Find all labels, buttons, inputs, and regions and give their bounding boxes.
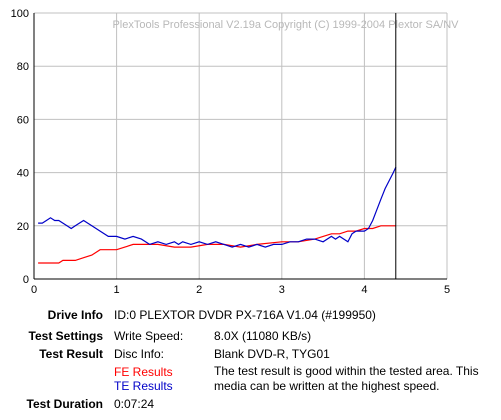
te-results-line xyxy=(38,167,397,248)
y-tick-label: 100 xyxy=(11,8,29,20)
y-tick-label: 40 xyxy=(17,168,29,180)
x-tick-label: 5 xyxy=(444,284,450,296)
result-text: The test result is good within the teste… xyxy=(214,364,479,393)
chart: 0 20 40 60 80 100 0 1 2 3 4 5 PlexTools Professional… xyxy=(11,8,460,296)
te-results-legend: TE Results xyxy=(114,379,173,393)
y-tick-label: 20 xyxy=(17,221,29,233)
disc-info-label: Disc Info: xyxy=(114,347,165,361)
y-tick-label: 80 xyxy=(17,61,29,73)
chart-title: PlexTools Professional V2.19a Copyright … xyxy=(112,19,459,31)
write-speed-value: 8.0X (11080 KB/s) xyxy=(214,329,312,343)
test-result-label: Test Result xyxy=(39,347,103,361)
x-tick-label: 2 xyxy=(196,284,202,296)
x-tick-label: 0 xyxy=(31,284,37,296)
test-duration-value: 0:07:24 xyxy=(114,397,155,411)
y-tick-label: 0 xyxy=(23,274,29,286)
fe-results-legend: FE Results xyxy=(114,365,173,379)
x-tick-label: 1 xyxy=(114,284,120,296)
x-tick-label: 4 xyxy=(361,284,367,296)
x-tick-label: 3 xyxy=(279,284,285,296)
fe-results-line xyxy=(38,225,396,264)
test-duration-label: Test Duration xyxy=(26,397,103,411)
disc-info-value: Blank DVD-R, TYG01 xyxy=(214,347,330,361)
y-tick-label: 60 xyxy=(17,114,29,126)
drive-info-label: Drive Info xyxy=(47,308,103,322)
drive-info-value: ID:0 PLEXTOR DVDR PX-716A V1.04 (#199950… xyxy=(114,308,376,322)
write-speed-label: Write Speed: xyxy=(114,329,184,343)
test-settings-label: Test Settings xyxy=(28,329,103,343)
